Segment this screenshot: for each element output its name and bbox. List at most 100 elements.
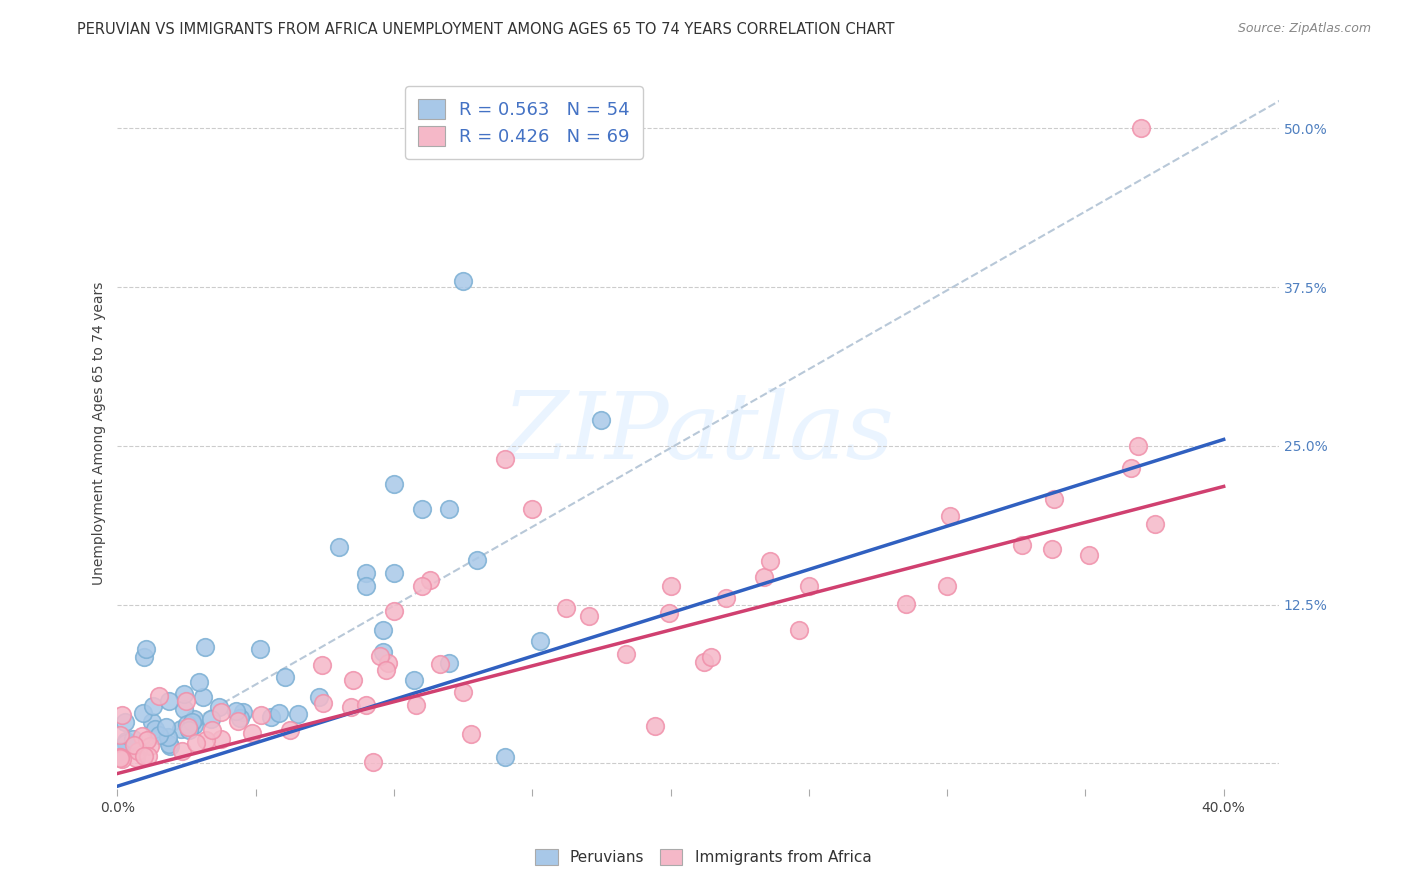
Point [644,719,666,733]
Point [555,600,578,615]
Text: ZIPatlas: ZIPatlas [502,388,894,478]
Point [115,734,138,748]
Point [700,649,723,664]
Point [249,642,271,657]
Point [578,608,600,623]
Point [591,413,613,427]
Point [135,642,157,657]
Point [382,566,405,580]
Point [125,751,148,765]
Point [437,657,460,671]
Text: Source: ZipAtlas.com: Source: ZipAtlas.com [1237,22,1371,36]
Point [659,578,682,592]
Point [183,717,205,731]
Point [797,578,820,592]
Point [172,744,194,758]
Point [269,706,291,720]
Point [209,731,232,746]
Point [1128,439,1150,453]
Point [451,685,474,699]
Point [249,708,271,723]
Point [405,698,427,712]
Point [460,727,482,741]
Point [419,573,441,587]
Point [692,656,714,670]
Point [159,739,181,753]
Point [1078,548,1101,562]
Point [240,726,263,740]
Point [312,697,335,711]
Point [155,720,177,734]
Point [132,650,155,665]
Point [176,717,198,731]
Point [382,604,405,618]
Point [339,700,361,714]
Point [1119,461,1142,475]
Point [402,673,425,687]
Point [614,647,637,661]
Legend: Peruvians, Immigrants from Africa: Peruvians, Immigrants from Africa [529,843,877,871]
Point [465,553,488,567]
Y-axis label: Unemployment Among Ages 65 to 74 years: Unemployment Among Ages 65 to 74 years [93,281,107,585]
Point [354,698,377,713]
Point [373,645,395,659]
Point [371,624,394,638]
Point [759,554,782,568]
Point [225,704,247,718]
Point [183,712,205,726]
Point [274,670,297,684]
Point [194,732,217,747]
Point [141,714,163,729]
Point [114,736,136,750]
Point [142,699,165,714]
Point [127,743,149,757]
Point [377,656,399,670]
Point [375,663,398,677]
Point [411,578,433,592]
Point [226,714,249,728]
Point [122,731,145,746]
Point [229,711,252,725]
Point [260,709,283,723]
Point [131,729,153,743]
Point [108,750,131,764]
Point [143,723,166,737]
Point [894,597,917,611]
Point [173,688,195,702]
Point [201,723,224,737]
Point [752,570,775,584]
Point [177,720,200,734]
Point [209,706,232,720]
Point [287,706,309,721]
Point [200,712,222,726]
Point [111,752,134,766]
Point [308,690,330,704]
Point [114,714,136,729]
Point [191,690,214,704]
Point [1129,121,1152,136]
Point [156,730,179,744]
Point [1011,538,1033,552]
Point [529,633,551,648]
Point [208,699,231,714]
Point [522,502,544,516]
Point [108,750,131,764]
Point [136,733,159,747]
Point [1040,542,1063,557]
Point [429,657,451,672]
Legend: R = 0.563   N = 54, R = 0.426   N = 69: R = 0.563 N = 54, R = 0.426 N = 69 [405,87,643,159]
Point [108,749,131,764]
Point [148,690,170,704]
Point [132,748,155,763]
Point [368,648,391,663]
Point [1043,491,1066,506]
Point [278,723,301,737]
Point [328,541,350,555]
Point [232,705,254,719]
Point [138,739,160,753]
Point [714,591,737,606]
Point [411,502,433,516]
Point [356,566,378,580]
Point [787,624,810,638]
Point [439,502,461,516]
